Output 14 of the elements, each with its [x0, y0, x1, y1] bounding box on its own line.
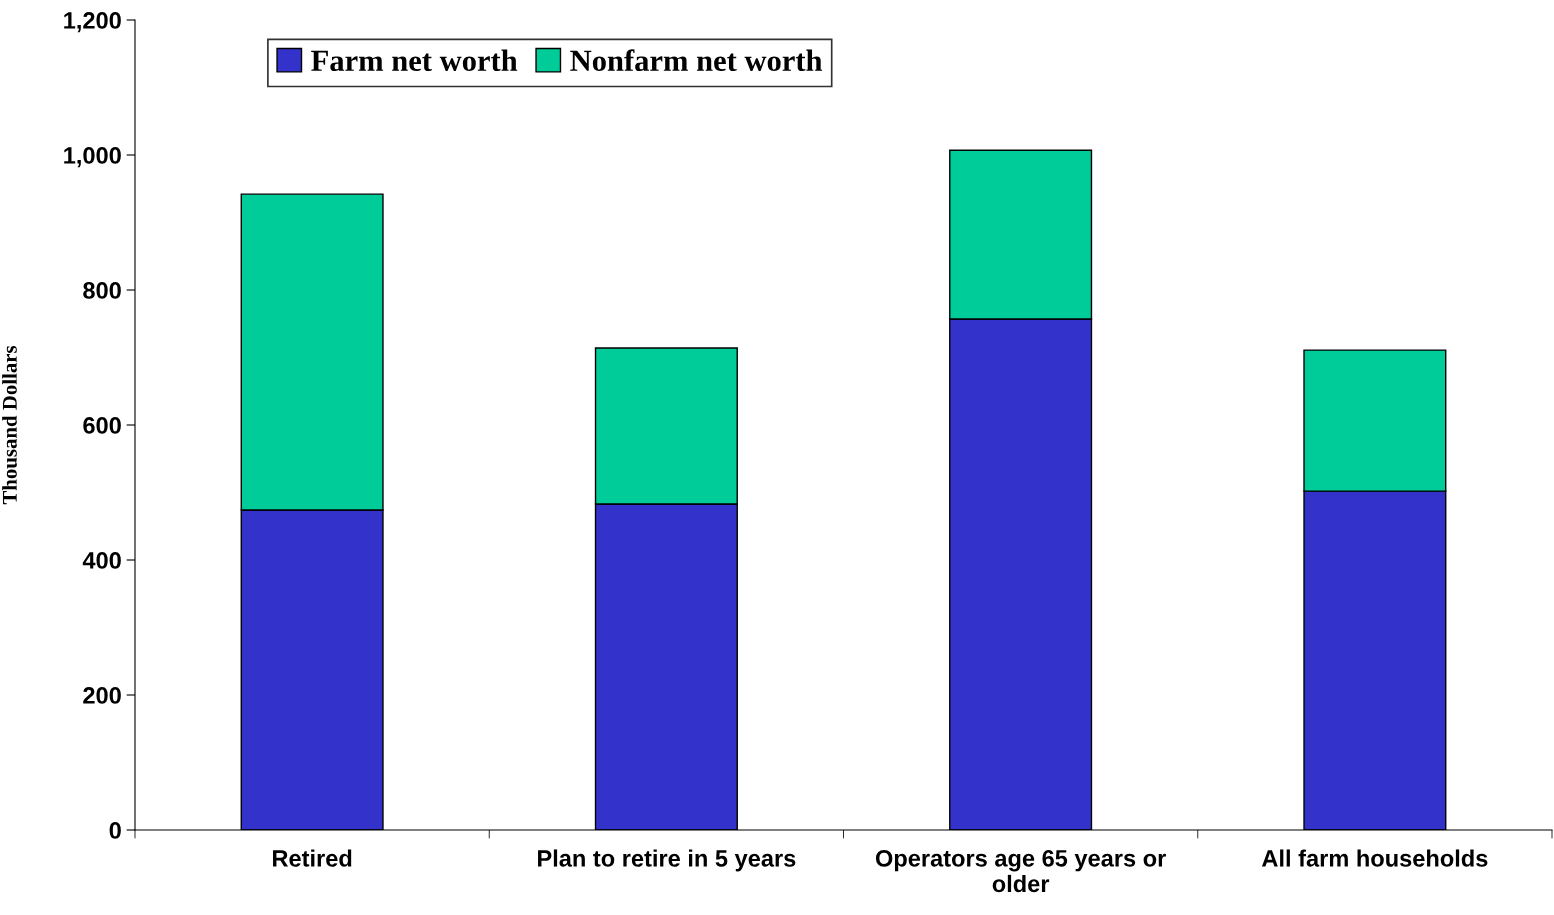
y-tick-label: 600 — [83, 417, 121, 434]
x-tick-label: Retired — [273, 849, 352, 867]
y-tick-label: 800 — [83, 282, 121, 299]
y-tick-label: 1,200 — [64, 12, 121, 33]
legend-label: Nonfarm net worth — [570, 49, 823, 72]
y-tick-label: 200 — [83, 687, 121, 704]
legend-label: Farm net worth — [311, 49, 518, 72]
y-tick-label: 400 — [82, 552, 121, 569]
y-axis-title: Thousand Dollars — [2, 345, 17, 505]
x-tick-label: Plan to retire in 5 years — [538, 849, 796, 872]
x-tick-label: All farm households — [1261, 849, 1488, 867]
y-tick-label: 0 — [109, 822, 121, 839]
x-tick-label: Operators age 65 years or older — [875, 849, 1166, 893]
y-tick-label: 1,000 — [64, 147, 121, 168]
